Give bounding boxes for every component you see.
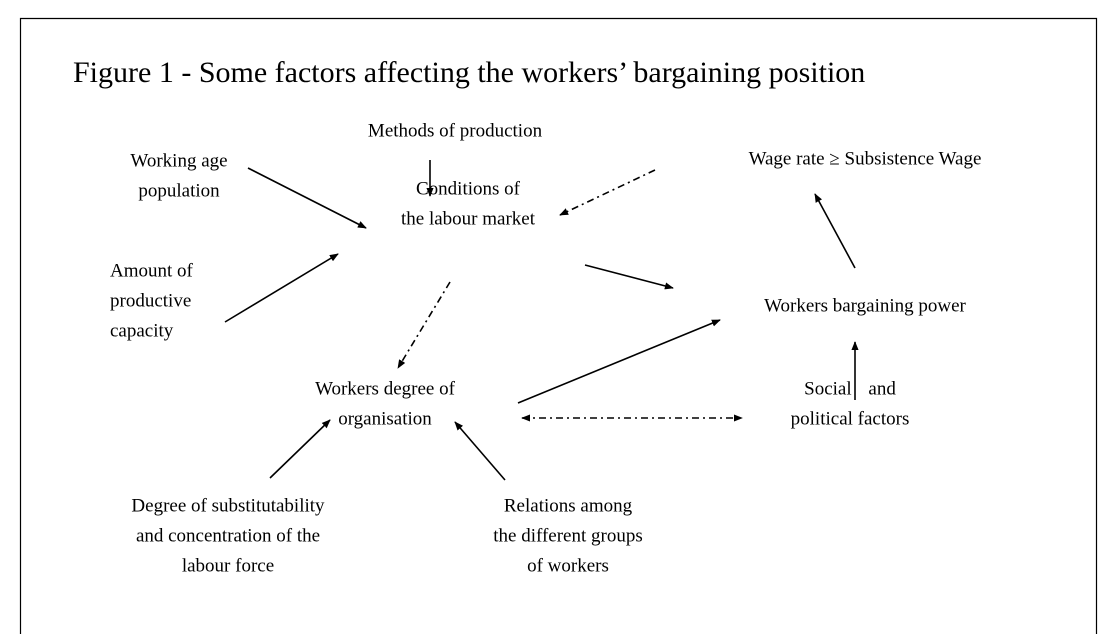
node-label: Working age — [130, 150, 227, 171]
arrow — [517, 319, 721, 404]
arrow — [584, 264, 674, 290]
node-label: labour force — [182, 555, 274, 576]
dashed-arrow — [397, 281, 451, 369]
node-label: productive — [110, 290, 191, 311]
dashed-arrow — [559, 169, 656, 216]
node-label: Conditions of — [416, 178, 521, 199]
arrow — [247, 167, 367, 229]
node-label: Degree of substitutability — [131, 495, 325, 516]
figure-title: Figure 1 - Some factors affecting the wo… — [73, 56, 865, 89]
node-label: of workers — [527, 555, 609, 576]
arrows — [224, 160, 859, 481]
node-label: Wage rate ≥ Subsistence Wage — [749, 148, 982, 169]
node-label: Workers bargaining power — [764, 295, 966, 316]
node-label: organisation — [338, 408, 432, 429]
node-label: capacity — [110, 320, 174, 341]
node-label: political factors — [791, 408, 910, 429]
arrow — [814, 193, 856, 269]
node-label: Amount of — [110, 260, 194, 281]
node-label: Methods of production — [368, 120, 543, 141]
arrow — [454, 421, 506, 481]
node-label: Workers degree of — [315, 378, 456, 399]
node-label: Relations among — [504, 495, 633, 516]
nodes: Methods of production Working age populati… — [110, 120, 981, 576]
arrow — [269, 419, 331, 479]
node-label: the different groups — [493, 525, 643, 546]
node-label: the labour market — [401, 208, 536, 229]
node-label: population — [138, 180, 220, 201]
frame — [19, 17, 1098, 634]
node-label: and concentration of the — [136, 525, 320, 546]
node-label: Social and — [804, 378, 896, 399]
arrow — [224, 253, 339, 323]
